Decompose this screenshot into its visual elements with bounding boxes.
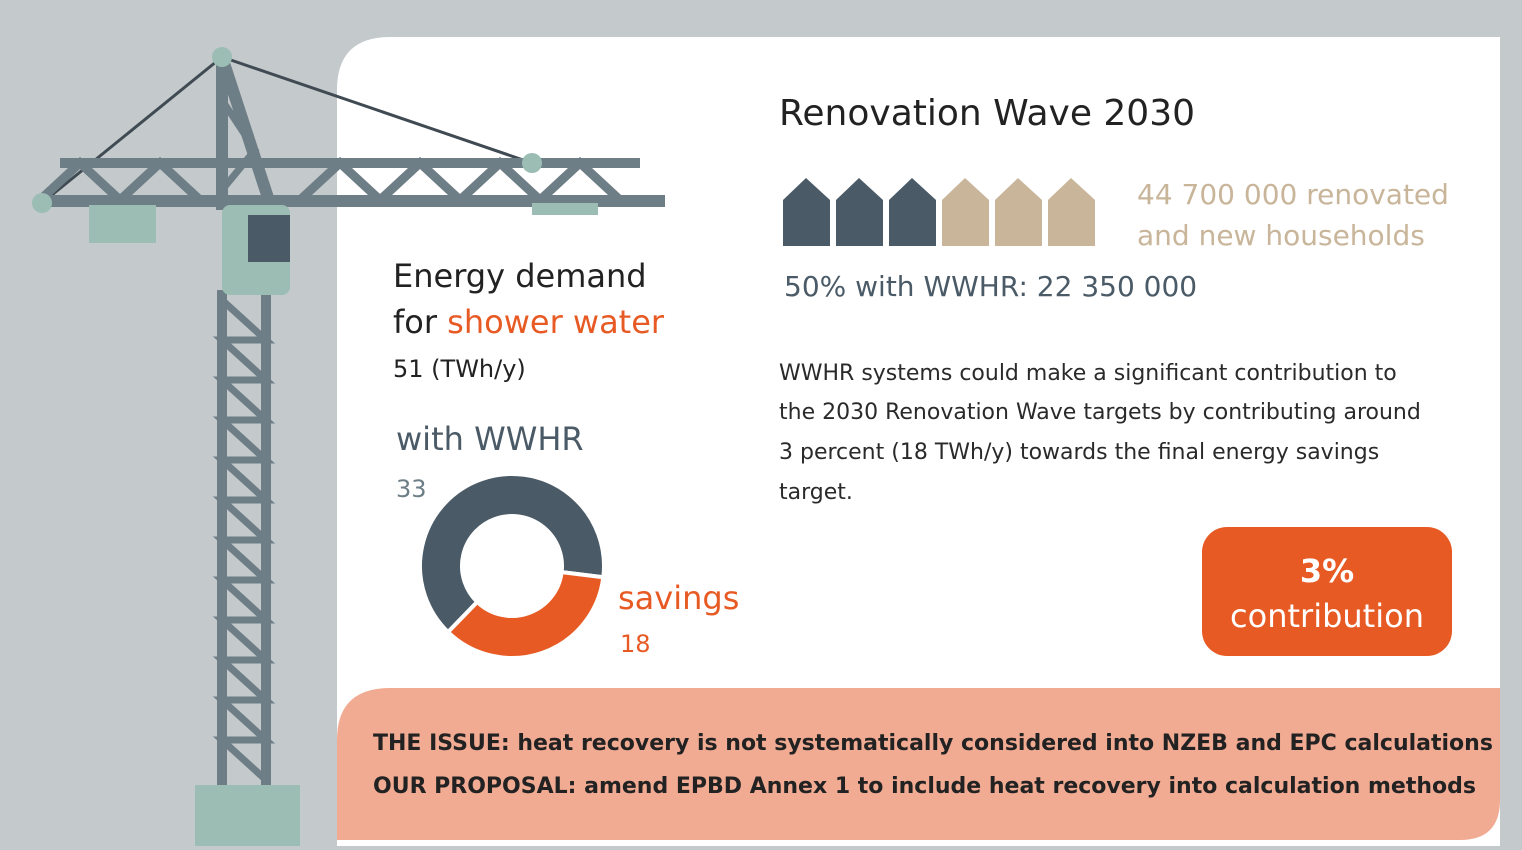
- description-line: 3 percent (18 TWh/y) towards the final e…: [779, 440, 1379, 465]
- title: Renovation Wave 2030: [779, 93, 1195, 134]
- demand-heading: for shower water: [393, 303, 665, 341]
- description-line: target.: [779, 480, 853, 505]
- wwhr-share: 50% with WWHR: 22 350 000: [784, 270, 1197, 303]
- demand-total: 51 (TWh/y): [393, 355, 526, 383]
- houses: [783, 178, 1095, 246]
- donut-segment: [418, 472, 606, 635]
- donut-segment: [445, 569, 606, 660]
- description-line: the 2030 Renovation Wave targets by cont…: [779, 400, 1421, 425]
- households-line: 44 700 000 renovated: [1137, 178, 1449, 211]
- badge-label: contribution: [1230, 597, 1424, 635]
- badge-value: 3%: [1300, 552, 1354, 590]
- households-line: and new households: [1137, 219, 1425, 252]
- demand-prefix: for: [393, 303, 438, 341]
- crane: [32, 47, 665, 846]
- footer-line: OUR PROPOSAL: amend EPBD Annex 1 to incl…: [373, 774, 1476, 799]
- donut: [418, 472, 606, 660]
- demand-heading: Energy demand: [393, 257, 647, 295]
- segment-name: savings: [618, 579, 739, 617]
- footer-line: THE ISSUE: heat recovery is not systemat…: [373, 731, 1493, 756]
- demand-highlight: shower water: [447, 303, 665, 341]
- segment-name: with WWHR: [396, 420, 584, 458]
- badge: [1202, 527, 1452, 656]
- footer-panel: [337, 688, 1500, 846]
- description-line: WWHR systems could make a significant co…: [779, 361, 1397, 386]
- segment-value: 18: [620, 630, 651, 658]
- segment-value: 33: [396, 475, 427, 503]
